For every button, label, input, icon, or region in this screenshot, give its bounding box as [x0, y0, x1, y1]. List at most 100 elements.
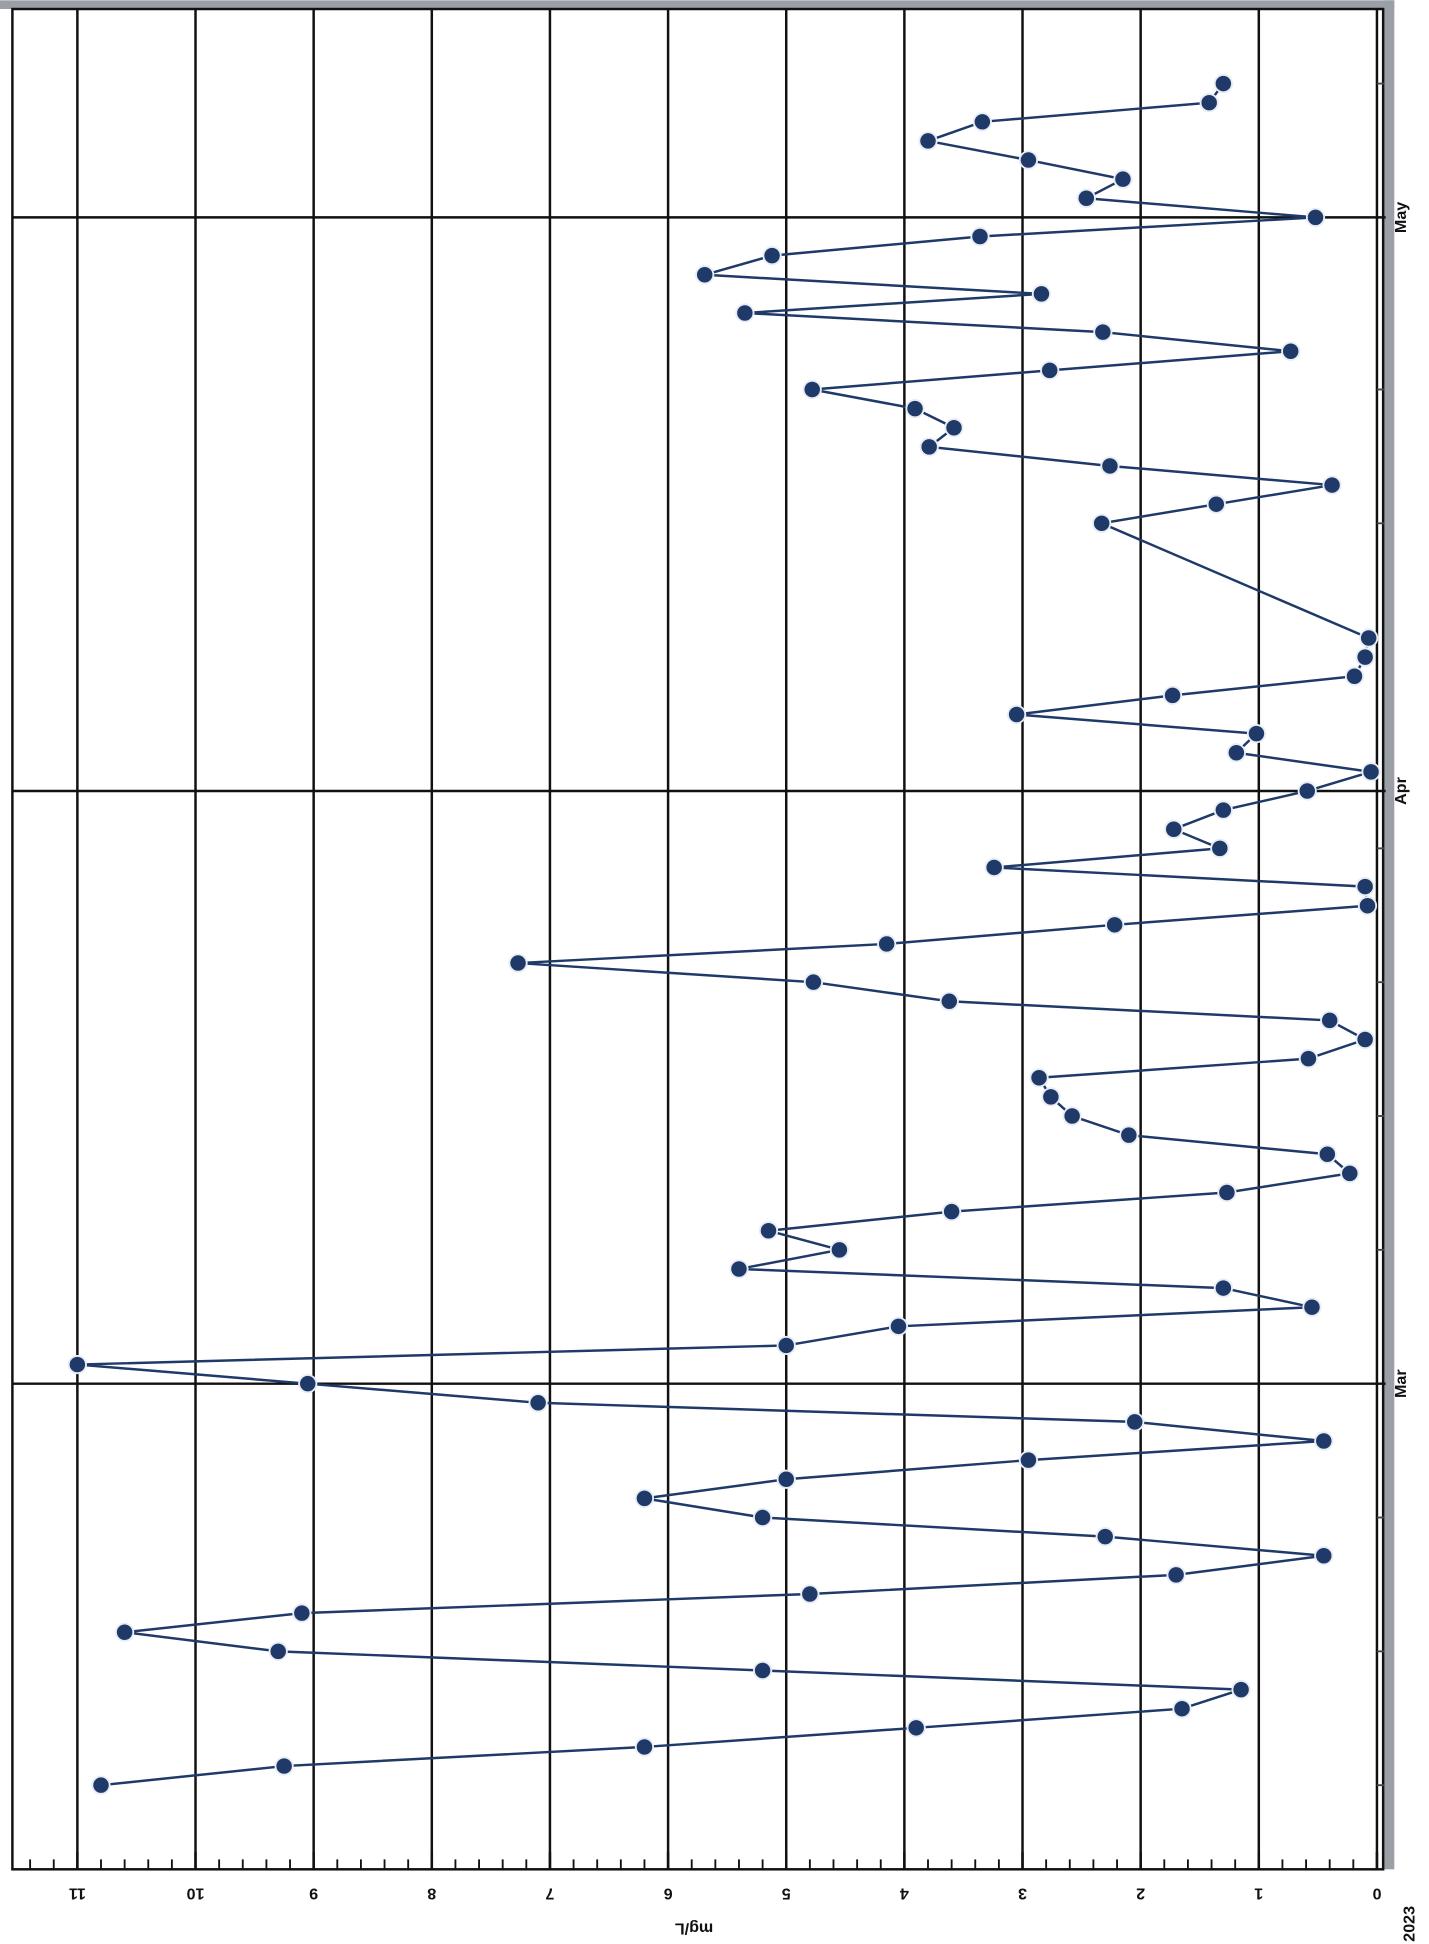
data-point [888, 1316, 909, 1336]
data-point [292, 1603, 312, 1623]
data-point [1297, 781, 1317, 801]
data-point [905, 398, 925, 419]
data-point [67, 1354, 87, 1375]
data-point [1344, 666, 1365, 686]
data-point [1340, 1163, 1360, 1183]
data-point [1213, 1278, 1233, 1298]
data-point [1029, 1068, 1049, 1088]
data-point [939, 991, 959, 1011]
data-point [752, 1507, 773, 1528]
y-tick-label: 10 [187, 1885, 205, 1903]
data-point [944, 418, 964, 438]
x-tick-label: May [1392, 202, 1410, 233]
data-point [1359, 628, 1379, 648]
data-point [729, 1259, 749, 1279]
data-point [776, 1469, 796, 1489]
data-point [1314, 1431, 1334, 1451]
y-tick-label: 11 [69, 1885, 86, 1903]
scan-frame-top [0, 0, 1395, 10]
data-point [803, 972, 824, 992]
data-point [877, 934, 897, 954]
data-point [1113, 169, 1133, 189]
data-point [906, 1718, 926, 1738]
data-point [1305, 207, 1326, 228]
x-tick-label: Mar [1392, 1369, 1410, 1398]
data-point [1281, 341, 1301, 361]
data-point [1320, 1010, 1340, 1031]
data-point [1041, 1087, 1061, 1107]
data-point [634, 1488, 655, 1508]
data-point [942, 1202, 962, 1222]
year-label: 2023 [1401, 1906, 1419, 1942]
data-point [1213, 800, 1233, 820]
y-tick-label: 6 [664, 1885, 673, 1903]
y-tick-label: 7 [545, 1885, 554, 1903]
y-tick-label: 5 [782, 1885, 791, 1903]
y-axis-label: mg/L [675, 1919, 714, 1937]
data-point [829, 1240, 850, 1260]
data-point [752, 1660, 773, 1681]
data-point [274, 1756, 294, 1776]
data-point [800, 1584, 820, 1604]
data-point [1226, 743, 1246, 763]
data-point [1298, 1049, 1319, 1069]
data-point [268, 1641, 288, 1661]
data-point [1322, 475, 1342, 495]
data-point [1076, 188, 1096, 208]
data-point [1162, 685, 1183, 705]
data-point [1031, 284, 1052, 304]
data-point [115, 1622, 135, 1642]
data-point [1119, 1125, 1139, 1145]
data-point [758, 1221, 779, 1241]
data-point [508, 953, 528, 973]
data-point [1357, 896, 1378, 916]
data-point [1040, 360, 1060, 380]
data-point [776, 1335, 796, 1356]
y-tick-label: 8 [427, 1885, 436, 1903]
data-point [762, 246, 782, 266]
data-point [1007, 704, 1027, 725]
y-tick-label: 9 [309, 1885, 318, 1903]
data-point [1302, 1297, 1322, 1317]
data-point [1093, 322, 1113, 342]
data-point [634, 1737, 655, 1757]
data-point [918, 131, 938, 151]
data-point [1355, 647, 1375, 667]
data-point [1206, 494, 1226, 514]
data-point [1217, 1182, 1237, 1203]
data-point [984, 857, 1004, 878]
data-point [1018, 150, 1039, 170]
data-point [970, 226, 990, 247]
data-point [91, 1775, 111, 1795]
data-point [298, 1374, 318, 1394]
data-point [802, 379, 822, 400]
data-point [528, 1393, 548, 1413]
scan-frame-right [1383, 0, 1395, 1870]
data-point [1062, 1106, 1082, 1126]
data-point [1246, 724, 1267, 744]
data-point [1018, 1450, 1039, 1470]
y-tick-label: 1 [1254, 1885, 1263, 1903]
data-point [1125, 1412, 1145, 1432]
data-point [1213, 73, 1233, 94]
data-point [1231, 1679, 1251, 1700]
y-tick-label: 4 [900, 1885, 909, 1903]
data-point [695, 265, 715, 285]
data-point [1092, 513, 1112, 533]
data-point [1314, 1546, 1334, 1566]
data-point [1210, 838, 1230, 858]
y-tick-label: 2 [1136, 1885, 1145, 1903]
data-point [972, 112, 992, 132]
data-point [735, 303, 755, 323]
y-tick-label: 0 [1372, 1885, 1381, 1903]
data-point [1166, 1565, 1186, 1585]
data-point [1100, 456, 1120, 476]
data-point [1095, 1527, 1115, 1547]
data-point [1355, 1029, 1375, 1050]
data-point [1105, 915, 1125, 935]
data-point [1199, 93, 1219, 113]
plot-frame [11, 7, 1385, 1871]
data-point [1361, 762, 1381, 782]
